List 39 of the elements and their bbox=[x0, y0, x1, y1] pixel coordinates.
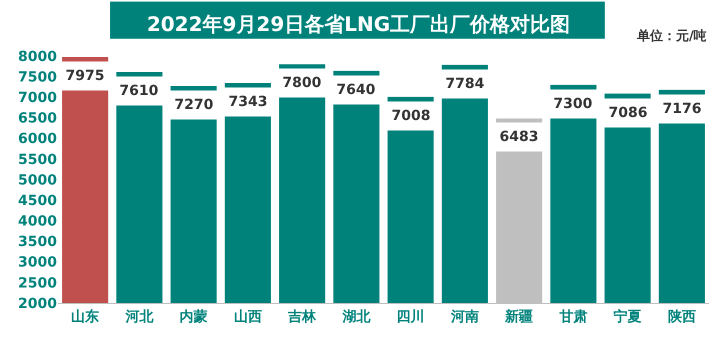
data-label: 7640 bbox=[336, 82, 376, 98]
y-tick-label: 5500 bbox=[18, 152, 58, 168]
data-label: 6483 bbox=[500, 129, 538, 145]
data-label: 7343 bbox=[228, 94, 268, 110]
y-tick-label: 7500 bbox=[18, 69, 58, 86]
y-tick-label: 2500 bbox=[18, 275, 58, 292]
data-label: 7975 bbox=[66, 68, 104, 84]
x-tick-label: 湖北 bbox=[341, 308, 372, 325]
x-tick-label: 新疆 bbox=[504, 308, 534, 325]
data-label: 7610 bbox=[119, 83, 159, 99]
data-label: 7784 bbox=[445, 76, 485, 92]
y-tick-label: 5000 bbox=[18, 172, 58, 188]
y-tick-label: 2000 bbox=[18, 296, 58, 312]
x-tick-label: 宁夏 bbox=[614, 308, 642, 325]
x-tick-label: 河南 bbox=[450, 308, 479, 325]
x-tick-label: 山东 bbox=[71, 308, 100, 325]
data-label: 7176 bbox=[662, 101, 702, 117]
y-tick-label: 4500 bbox=[18, 192, 58, 209]
y-tick-label: 7000 bbox=[18, 90, 58, 106]
y-tick-label: 3000 bbox=[18, 254, 58, 271]
y-tick-label: 4000 bbox=[18, 214, 58, 230]
data-label: 7800 bbox=[282, 75, 322, 91]
y-tick-label: 6000 bbox=[18, 131, 58, 148]
x-tick-label: 河北 bbox=[124, 308, 154, 325]
x-tick-label: 甘肃 bbox=[558, 308, 588, 325]
y-tick-label: 8000 bbox=[18, 48, 58, 65]
data-label: 7008 bbox=[392, 108, 430, 124]
data-label: 7270 bbox=[174, 97, 214, 113]
y-tick-label: 3500 bbox=[18, 234, 58, 250]
x-tick-label: 吉林 bbox=[287, 308, 318, 325]
x-tick-label: 四川 bbox=[396, 308, 425, 325]
data-label: 7086 bbox=[608, 105, 648, 121]
data-label: 7300 bbox=[553, 96, 593, 112]
chart-title: 2022年9月29日各省LNG工厂出厂价格对比图 bbox=[146, 12, 570, 36]
y-tick-label: 6500 bbox=[18, 110, 58, 127]
text: 单位：元/吨 bbox=[636, 28, 707, 44]
x-tick-label: 内蒙 bbox=[180, 308, 208, 325]
x-tick-label: 陕西 bbox=[668, 308, 696, 325]
x-tick-label: 山西 bbox=[234, 308, 262, 325]
